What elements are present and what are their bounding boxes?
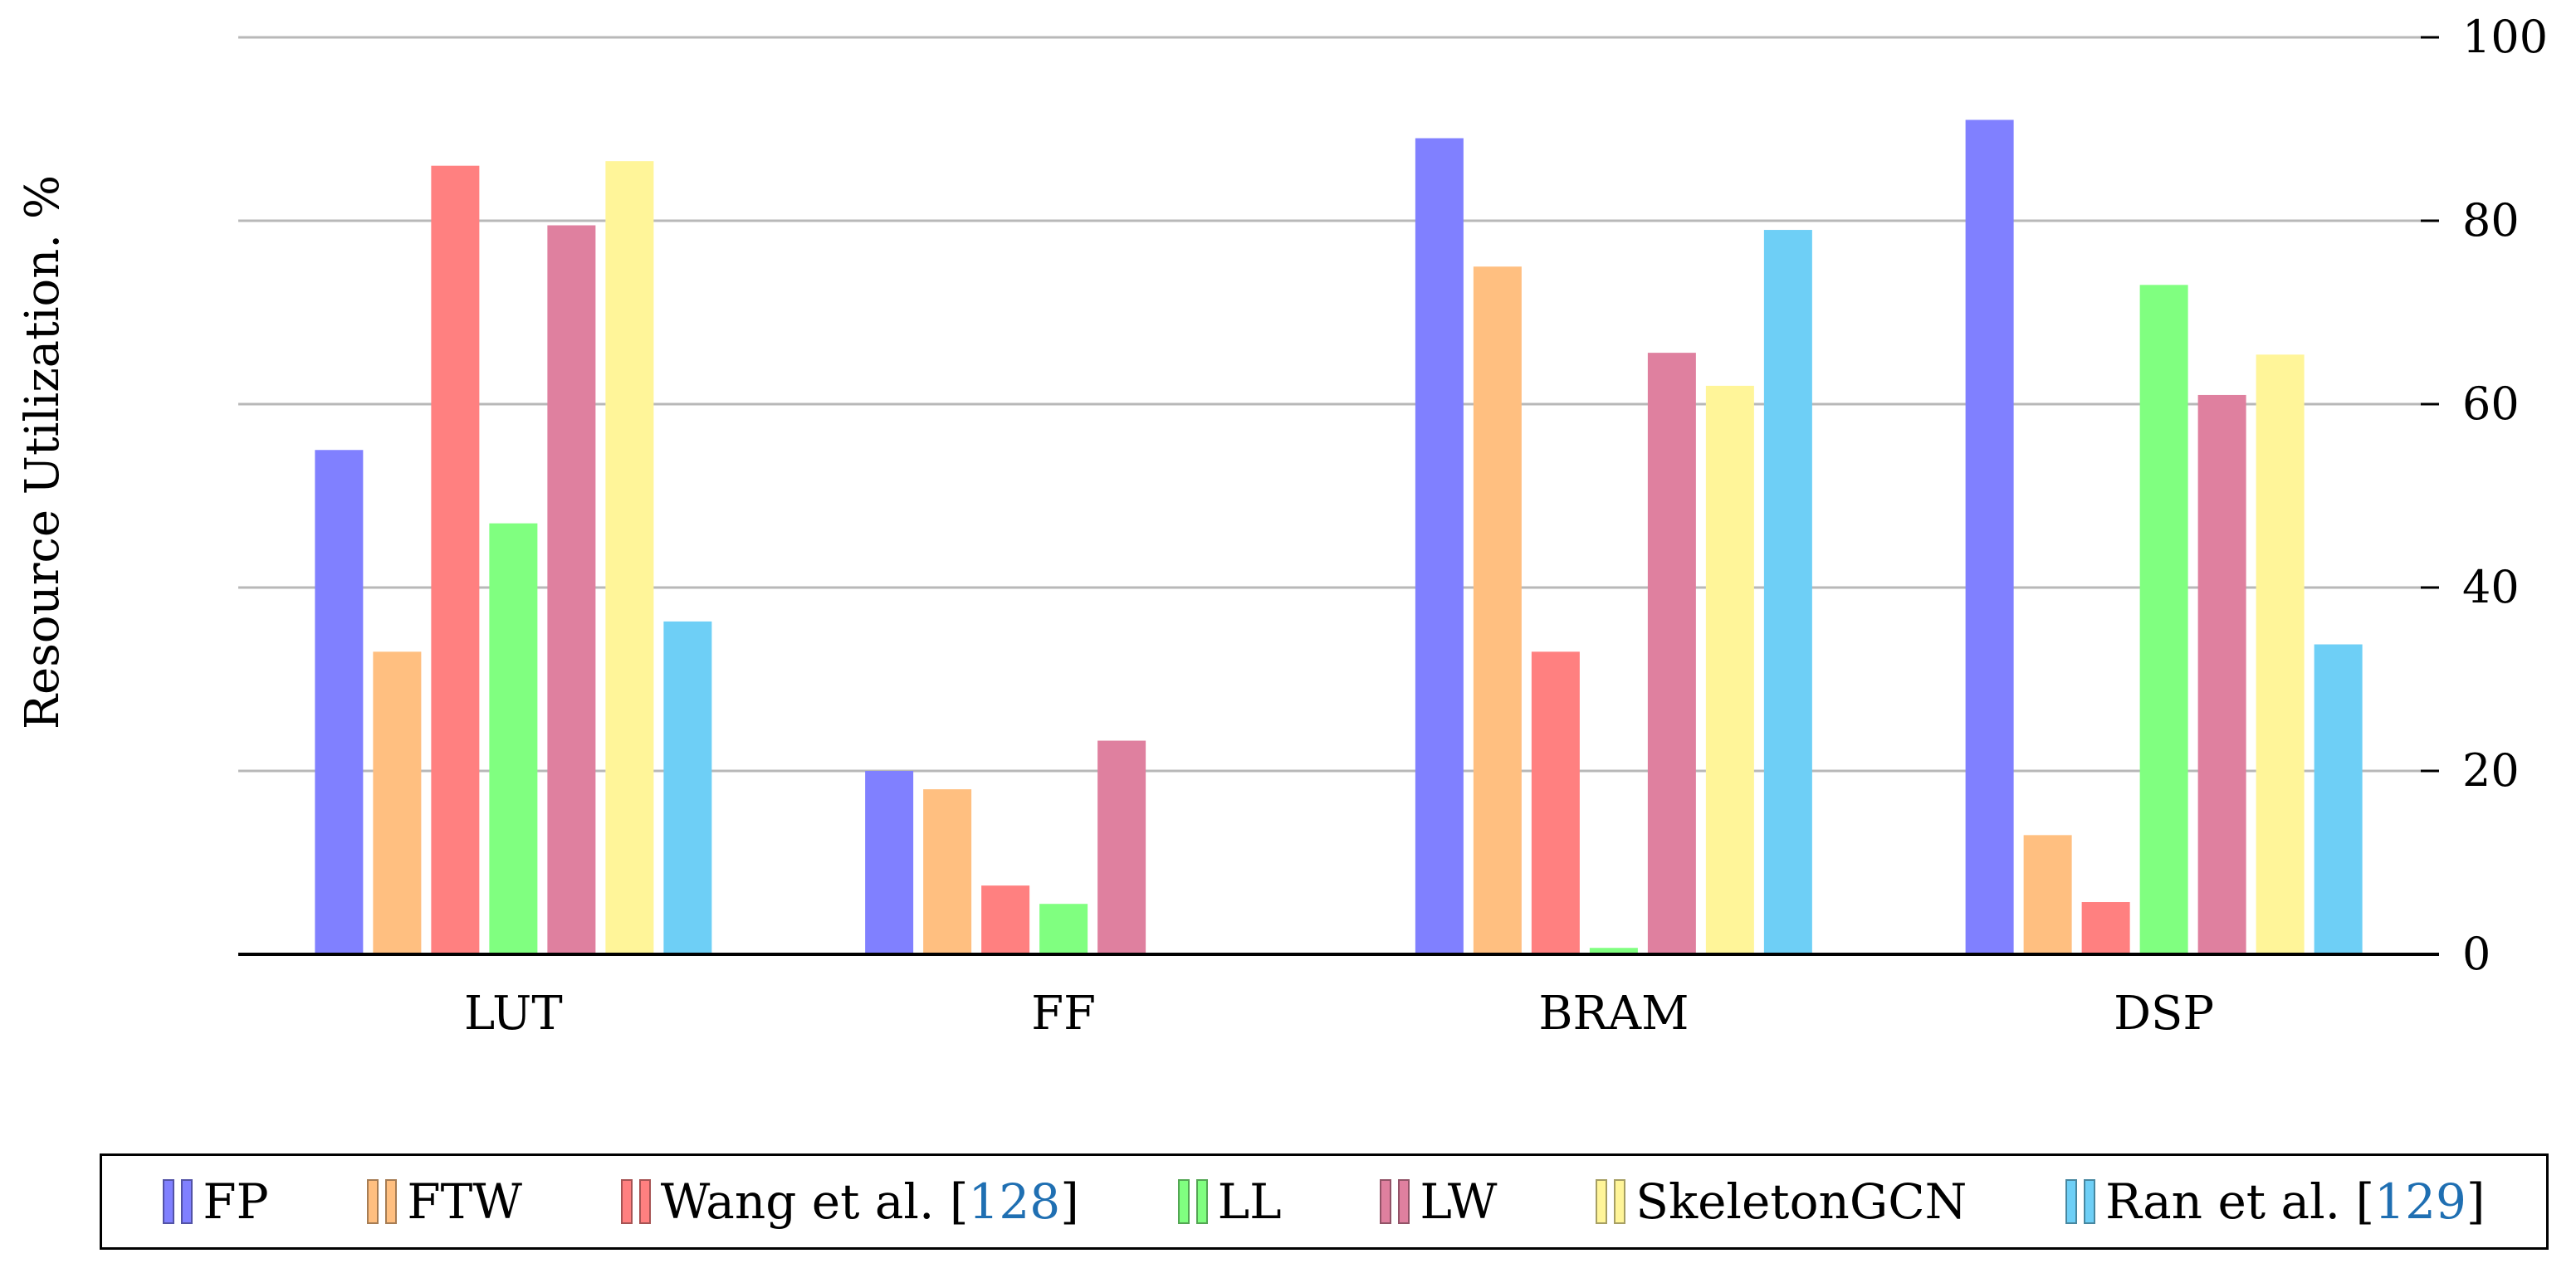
legend-swatch: [1380, 1179, 1392, 1224]
legend-item: Wang et al. [128]: [620, 1173, 1079, 1230]
bar-lut-skeletongcn: [605, 161, 654, 955]
legend-swatch: [1177, 1179, 1190, 1224]
legend-swatch: [2065, 1179, 2078, 1224]
bar-ff-lw: [1097, 740, 1146, 954]
legend-swatch: [620, 1179, 633, 1224]
legend-swatch: [367, 1179, 379, 1224]
legend-swatch: [385, 1179, 398, 1224]
legend-item: FP: [163, 1173, 269, 1230]
bar-lut-fp: [315, 450, 364, 954]
bar-bram-ran-et-al-129: [1763, 230, 1812, 954]
legend-label: Wang et al. [: [660, 1173, 969, 1230]
legend-citation-link[interactable]: 129: [2374, 1173, 2466, 1230]
legend-label: LL: [1217, 1173, 1282, 1230]
bar-lut-ll: [489, 523, 538, 954]
y-tick-label: 100: [2462, 11, 2548, 63]
bar-ff-wang-et-al-128: [981, 885, 1030, 954]
bar-series-group: [315, 119, 2363, 955]
bar-ff-ll: [1039, 904, 1088, 954]
legend-swatch: [163, 1179, 175, 1224]
bar-lut-wang-et-al-128: [431, 165, 480, 954]
y-tick-label: 0: [2462, 928, 2490, 980]
x-category-label: DSP: [2114, 987, 2214, 1041]
legend-label-suffix: ]: [2466, 1173, 2486, 1230]
bar-lut-lw: [547, 225, 596, 954]
bar-lut-ran-et-al-129: [663, 621, 712, 954]
y-axis: 0 20 40 60 80 100: [2421, 11, 2548, 980]
legend-swatch: [1195, 1179, 1208, 1224]
x-category-label: LUT: [464, 987, 563, 1041]
bar-ff-fp: [865, 771, 914, 954]
bar-bram-lw: [1647, 353, 1696, 954]
bar-dsp-ran-et-al-129: [2314, 644, 2363, 954]
x-category-label: FF: [1031, 987, 1096, 1041]
y-tick-label: 40: [2462, 561, 2520, 613]
gridlines: [238, 36, 2439, 773]
y-tick-label: 20: [2462, 744, 2520, 797]
legend-item: FTW: [367, 1173, 522, 1230]
bar-dsp-lw: [2197, 394, 2246, 954]
legend: FP FTW Wang et al. [128] LL LW SkeletonGCN Ran…: [100, 1153, 2549, 1250]
legend-citation-link[interactable]: 128: [968, 1173, 1061, 1230]
legend-label-suffix: ]: [1060, 1173, 1079, 1230]
bar-dsp-fp: [1965, 119, 2014, 954]
legend-item: LL: [1177, 1173, 1282, 1230]
y-tick-label: 60: [2462, 378, 2520, 430]
bar-dsp-ftw: [2023, 835, 2072, 954]
legend-swatch: [1398, 1179, 1410, 1224]
legend-swatch: [1596, 1179, 1608, 1224]
bar-dsp-ll: [2139, 285, 2188, 955]
x-category-label: BRAM: [1538, 987, 1689, 1041]
legend-label: FP: [203, 1173, 269, 1230]
x-axis: LUT FF BRAM DSP: [238, 953, 2439, 1041]
legend-swatch: [181, 1179, 193, 1224]
legend-swatch: [638, 1179, 651, 1224]
bar-bram-ftw: [1473, 266, 1522, 954]
bar-bram-wang-et-al-128: [1531, 651, 1580, 954]
bar-dsp-skeletongcn: [2256, 354, 2305, 955]
y-tick-label: 80: [2462, 194, 2520, 246]
legend-swatch: [1614, 1179, 1626, 1224]
legend-label: Ran et al. [: [2105, 1173, 2375, 1230]
legend-swatch: [2084, 1179, 2096, 1224]
legend-label: LW: [1420, 1173, 1498, 1230]
bar-ff-ftw: [923, 789, 972, 954]
bar-bram-ll: [1589, 948, 1638, 954]
bar-bram-skeletongcn: [1705, 385, 1754, 954]
legend-label: SkeletonGCN: [1635, 1173, 1967, 1230]
bar-dsp-wang-et-al-128: [2081, 902, 2130, 954]
legend-item: Ran et al. [129]: [2065, 1173, 2486, 1230]
legend-label: FTW: [407, 1173, 522, 1230]
bar-lut-ftw: [373, 651, 422, 954]
legend-item: SkeletonGCN: [1596, 1173, 1967, 1230]
y-axis-title: Resource Utilization. %: [16, 175, 70, 729]
legend-item: LW: [1380, 1173, 1497, 1230]
bar-bram-fp: [1415, 138, 1464, 955]
